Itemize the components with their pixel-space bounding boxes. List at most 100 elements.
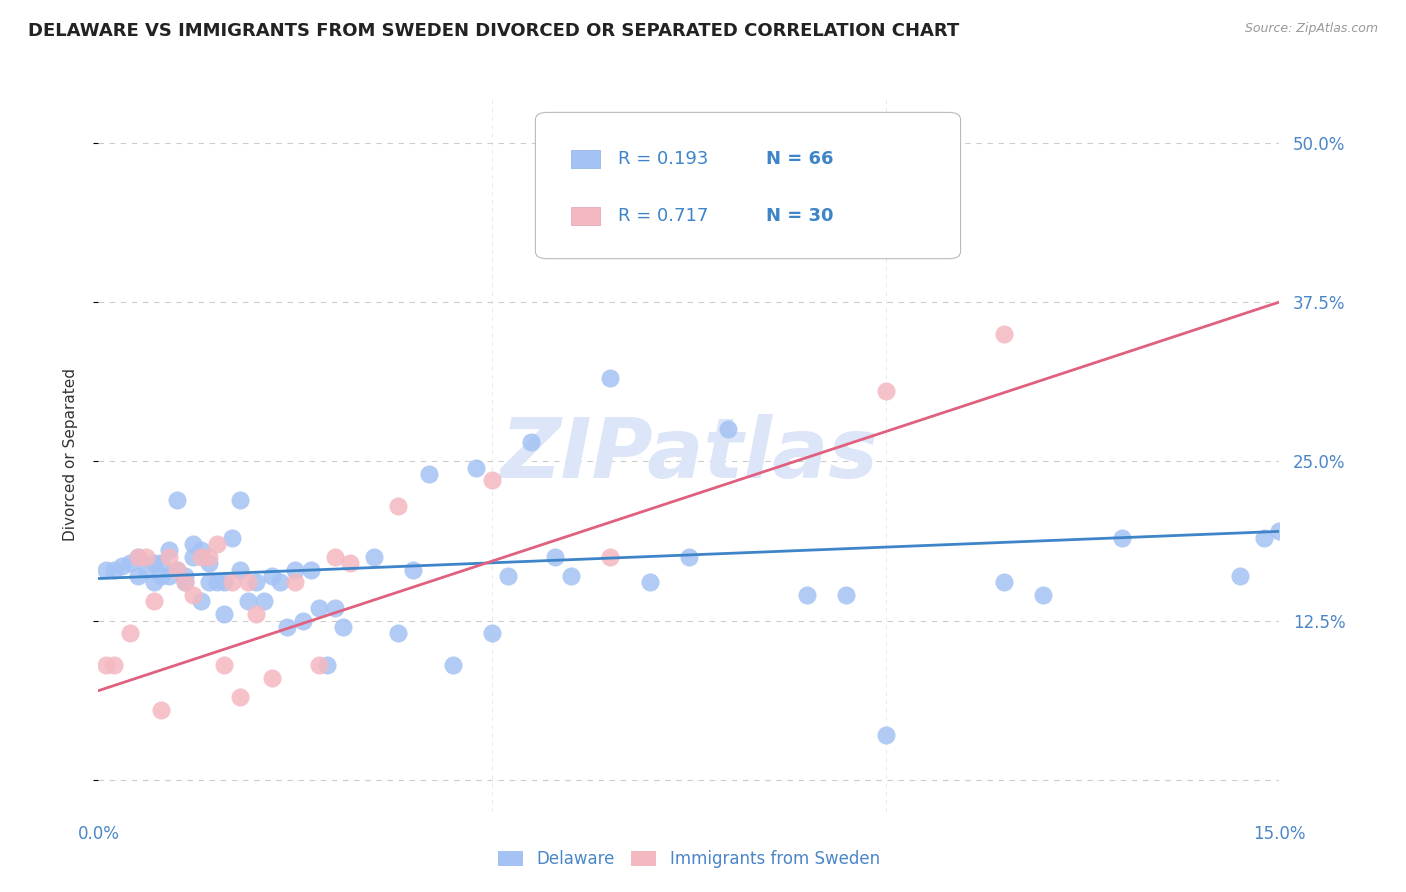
Point <box>150 569 173 583</box>
Point <box>520 435 543 450</box>
Point <box>796 225 818 239</box>
Point <box>402 563 425 577</box>
Text: Source: ZipAtlas.com: Source: ZipAtlas.com <box>1244 22 1378 36</box>
Point <box>127 549 149 564</box>
Point <box>496 569 519 583</box>
Point <box>157 569 180 583</box>
Point <box>166 563 188 577</box>
Point <box>253 594 276 608</box>
Point <box>174 569 197 583</box>
Point <box>1229 569 1251 583</box>
Point <box>993 326 1015 341</box>
Point <box>221 531 243 545</box>
Point <box>166 492 188 507</box>
Point <box>229 690 252 704</box>
Point <box>142 575 165 590</box>
Point <box>197 556 219 570</box>
Point <box>205 537 228 551</box>
Point <box>308 600 330 615</box>
Text: N = 66: N = 66 <box>766 150 834 168</box>
Point <box>678 549 700 564</box>
Point <box>150 703 173 717</box>
Point <box>276 620 298 634</box>
Point <box>292 614 315 628</box>
Point <box>1111 531 1133 545</box>
Point <box>214 658 236 673</box>
FancyBboxPatch shape <box>571 150 600 168</box>
Point <box>229 563 252 577</box>
Point <box>993 575 1015 590</box>
Point <box>181 588 204 602</box>
Point <box>260 671 283 685</box>
Point <box>323 600 346 615</box>
Point <box>118 626 141 640</box>
Point <box>190 549 212 564</box>
Text: R = 0.717: R = 0.717 <box>619 207 709 225</box>
Point <box>363 549 385 564</box>
FancyBboxPatch shape <box>571 207 600 225</box>
Point <box>245 575 267 590</box>
Point <box>638 575 661 590</box>
Point <box>111 558 134 573</box>
Point <box>465 460 488 475</box>
Text: DELAWARE VS IMMIGRANTS FROM SWEDEN DIVORCED OR SEPARATED CORRELATION CHART: DELAWARE VS IMMIGRANTS FROM SWEDEN DIVOR… <box>28 22 959 40</box>
Point <box>835 588 858 602</box>
FancyBboxPatch shape <box>536 112 960 259</box>
Point <box>599 549 621 564</box>
Point <box>875 728 897 742</box>
Point <box>717 422 740 436</box>
Text: ZIPatlas: ZIPatlas <box>501 415 877 495</box>
Point <box>284 575 307 590</box>
Point <box>284 563 307 577</box>
Point <box>174 575 197 590</box>
Point <box>190 543 212 558</box>
Point <box>418 467 440 481</box>
Y-axis label: Divorced or Separated: Divorced or Separated <box>63 368 77 541</box>
Point <box>1253 531 1275 545</box>
Point <box>174 575 197 590</box>
Point <box>1268 524 1291 539</box>
Point <box>190 594 212 608</box>
Point <box>135 563 157 577</box>
Point <box>560 569 582 583</box>
Point <box>103 563 125 577</box>
Point <box>150 556 173 570</box>
Point <box>197 549 219 564</box>
Point <box>544 549 567 564</box>
Point <box>214 575 236 590</box>
Point <box>166 563 188 577</box>
Point <box>323 549 346 564</box>
Point <box>308 658 330 673</box>
Point <box>387 499 409 513</box>
Point <box>269 575 291 590</box>
Point <box>127 569 149 583</box>
Point <box>332 620 354 634</box>
Point <box>481 626 503 640</box>
Point <box>796 588 818 602</box>
Point <box>245 607 267 622</box>
Point <box>118 556 141 570</box>
Point <box>236 594 259 608</box>
Text: N = 30: N = 30 <box>766 207 834 225</box>
Point <box>103 658 125 673</box>
Point <box>299 563 322 577</box>
Point <box>181 549 204 564</box>
Point <box>875 384 897 399</box>
Point <box>157 549 180 564</box>
Point <box>214 607 236 622</box>
Point <box>135 549 157 564</box>
Point <box>441 658 464 673</box>
Point <box>229 492 252 507</box>
Point <box>96 563 118 577</box>
Point <box>260 569 283 583</box>
Point <box>157 543 180 558</box>
Text: R = 0.193: R = 0.193 <box>619 150 709 168</box>
Point <box>205 575 228 590</box>
Point <box>142 594 165 608</box>
Point <box>221 575 243 590</box>
Point <box>1032 588 1054 602</box>
Point <box>127 549 149 564</box>
Point <box>481 474 503 488</box>
Point <box>315 658 337 673</box>
Point <box>236 575 259 590</box>
